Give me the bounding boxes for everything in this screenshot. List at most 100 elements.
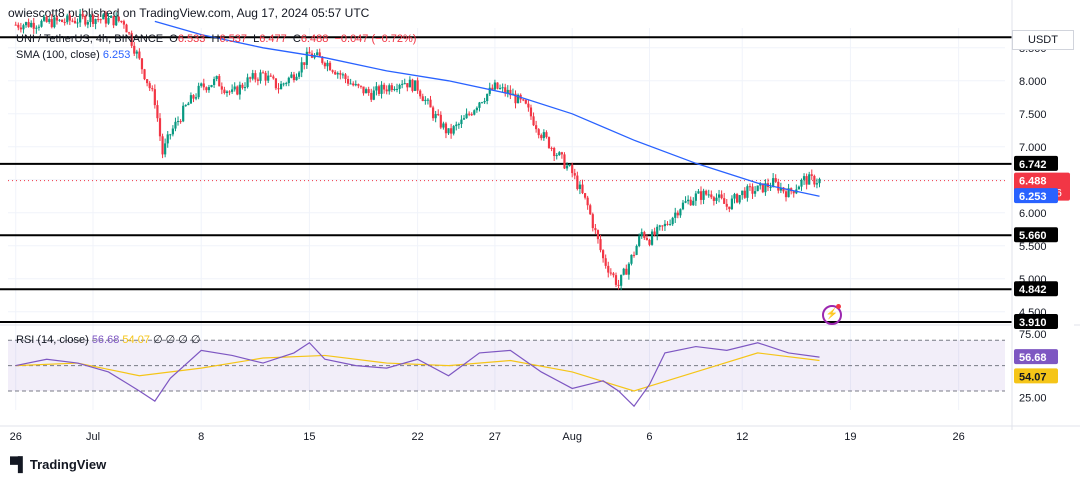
candle-body-162 <box>431 107 435 119</box>
candle-body-184 <box>488 87 491 94</box>
sma-legend[interactable]: SMA (100, close) 6.253 <box>16 48 130 62</box>
candle-body-110 <box>298 72 301 77</box>
candle-body-155 <box>413 80 417 91</box>
candle-body-76 <box>210 85 213 88</box>
candle-body-28 <box>86 22 89 25</box>
candle-body-127 <box>341 74 345 76</box>
candle-body-80 <box>220 86 223 90</box>
candle-body-175 <box>465 113 468 119</box>
candle-body-265 <box>697 191 700 194</box>
candle-body-167 <box>444 123 448 134</box>
candle-body-170 <box>452 126 455 134</box>
candle-body-7 <box>32 22 35 29</box>
candle-body-103 <box>279 83 283 90</box>
candle-body-214 <box>565 165 569 169</box>
rsi-tick-0: 75.00 <box>1019 329 1047 341</box>
candle-body-106 <box>287 77 290 84</box>
candle-body-47 <box>135 51 138 54</box>
time-tick-2: 8 <box>198 431 204 443</box>
candle-body-293 <box>769 187 772 189</box>
candle-body-65 <box>182 105 185 122</box>
candle-body-159 <box>424 99 427 102</box>
candle-body-302 <box>792 191 795 194</box>
candle-body-100 <box>272 76 275 79</box>
candle-body-41 <box>120 20 123 22</box>
candle-body-126 <box>339 73 342 75</box>
candle-body-226 <box>596 230 600 240</box>
candle-body-22 <box>71 20 74 22</box>
rsi-legend[interactable]: RSI (14, close) 56.68 54.07 ∅ ∅ ∅ ∅ <box>16 333 201 347</box>
candle-body-269 <box>707 194 710 196</box>
candle-body-285 <box>748 186 752 188</box>
candle-body-228 <box>602 250 605 259</box>
candle-body-1 <box>17 24 20 28</box>
candle-body-88 <box>241 84 244 88</box>
candle-body-212 <box>560 152 563 155</box>
candle-body-99 <box>269 75 272 77</box>
candle-body-218 <box>576 175 579 189</box>
candle-body-95 <box>259 72 262 81</box>
lightning-alert-icon[interactable]: ⚡ <box>822 305 842 325</box>
candle-body-160 <box>426 99 430 101</box>
candle-body-310 <box>813 175 816 185</box>
time-tick-6: Aug <box>562 431 582 443</box>
candle-body-279 <box>733 194 736 199</box>
candle-body-161 <box>429 99 432 108</box>
candle-body-186 <box>493 82 497 90</box>
candle-body-108 <box>292 74 296 81</box>
tradingview-logo[interactable]: ▀▌ TradingView <box>10 456 106 472</box>
candle-body-60 <box>169 134 172 136</box>
candle-body-135 <box>362 86 365 94</box>
candle-body-8 <box>35 27 38 29</box>
candle-body-153 <box>408 79 411 88</box>
symbol-legend: UNI / TetherUS, 4h, BINANCE O6.533 H6.53… <box>16 32 416 46</box>
candle-body-181 <box>480 102 484 104</box>
rsi-ma-value: 54.07 <box>122 334 150 346</box>
candle-body-143 <box>383 84 386 90</box>
candle-body-77 <box>212 79 216 86</box>
candle-body-72 <box>200 83 203 86</box>
candle-body-243 <box>640 232 643 237</box>
candle-body-210 <box>555 155 558 157</box>
candle-body-18 <box>61 19 64 22</box>
candle-body-55 <box>156 105 159 119</box>
candle-body-307 <box>805 176 808 185</box>
candle-body-150 <box>401 83 404 85</box>
candle-body-93 <box>254 73 257 80</box>
candle-body-120 <box>323 62 326 67</box>
candle-body-87 <box>238 84 241 95</box>
time-tick-10: 26 <box>953 431 965 443</box>
candle-body-15 <box>53 17 56 28</box>
candle-body-263 <box>692 200 695 206</box>
open-value: 6.533 <box>177 33 206 45</box>
currency-selector[interactable]: USDT <box>1012 30 1074 50</box>
candle-body-164 <box>437 114 440 116</box>
level-label-3: 3.910 <box>1019 317 1047 329</box>
candle-body-5 <box>27 22 30 27</box>
candle-body-31 <box>94 19 97 24</box>
candle-body-182 <box>483 101 486 103</box>
candle-body-89 <box>243 87 247 89</box>
candle-body-247 <box>650 231 654 245</box>
candle-body-119 <box>321 56 324 63</box>
rsi-ma-box <box>1014 368 1058 384</box>
candle-body-189 <box>501 87 504 89</box>
candle-body-272 <box>715 197 718 201</box>
level-label-bg-2 <box>1014 281 1058 297</box>
candle-body-128 <box>344 74 347 80</box>
high-label: H <box>211 33 220 45</box>
candle-body-58 <box>164 143 167 155</box>
candle-body-147 <box>393 88 396 91</box>
candle-body-213 <box>563 154 566 169</box>
price-tick-3: 7.000 <box>1019 142 1047 154</box>
candle-body-249 <box>656 226 659 236</box>
candle-body-137 <box>367 89 370 93</box>
candle-body-165 <box>439 114 442 128</box>
candle-body-203 <box>537 129 540 136</box>
close-label: C <box>292 33 301 45</box>
candle-body-234 <box>617 284 620 286</box>
candle-body-52 <box>148 83 151 89</box>
candle-body-298 <box>782 187 785 192</box>
candle-body-67 <box>187 103 190 106</box>
